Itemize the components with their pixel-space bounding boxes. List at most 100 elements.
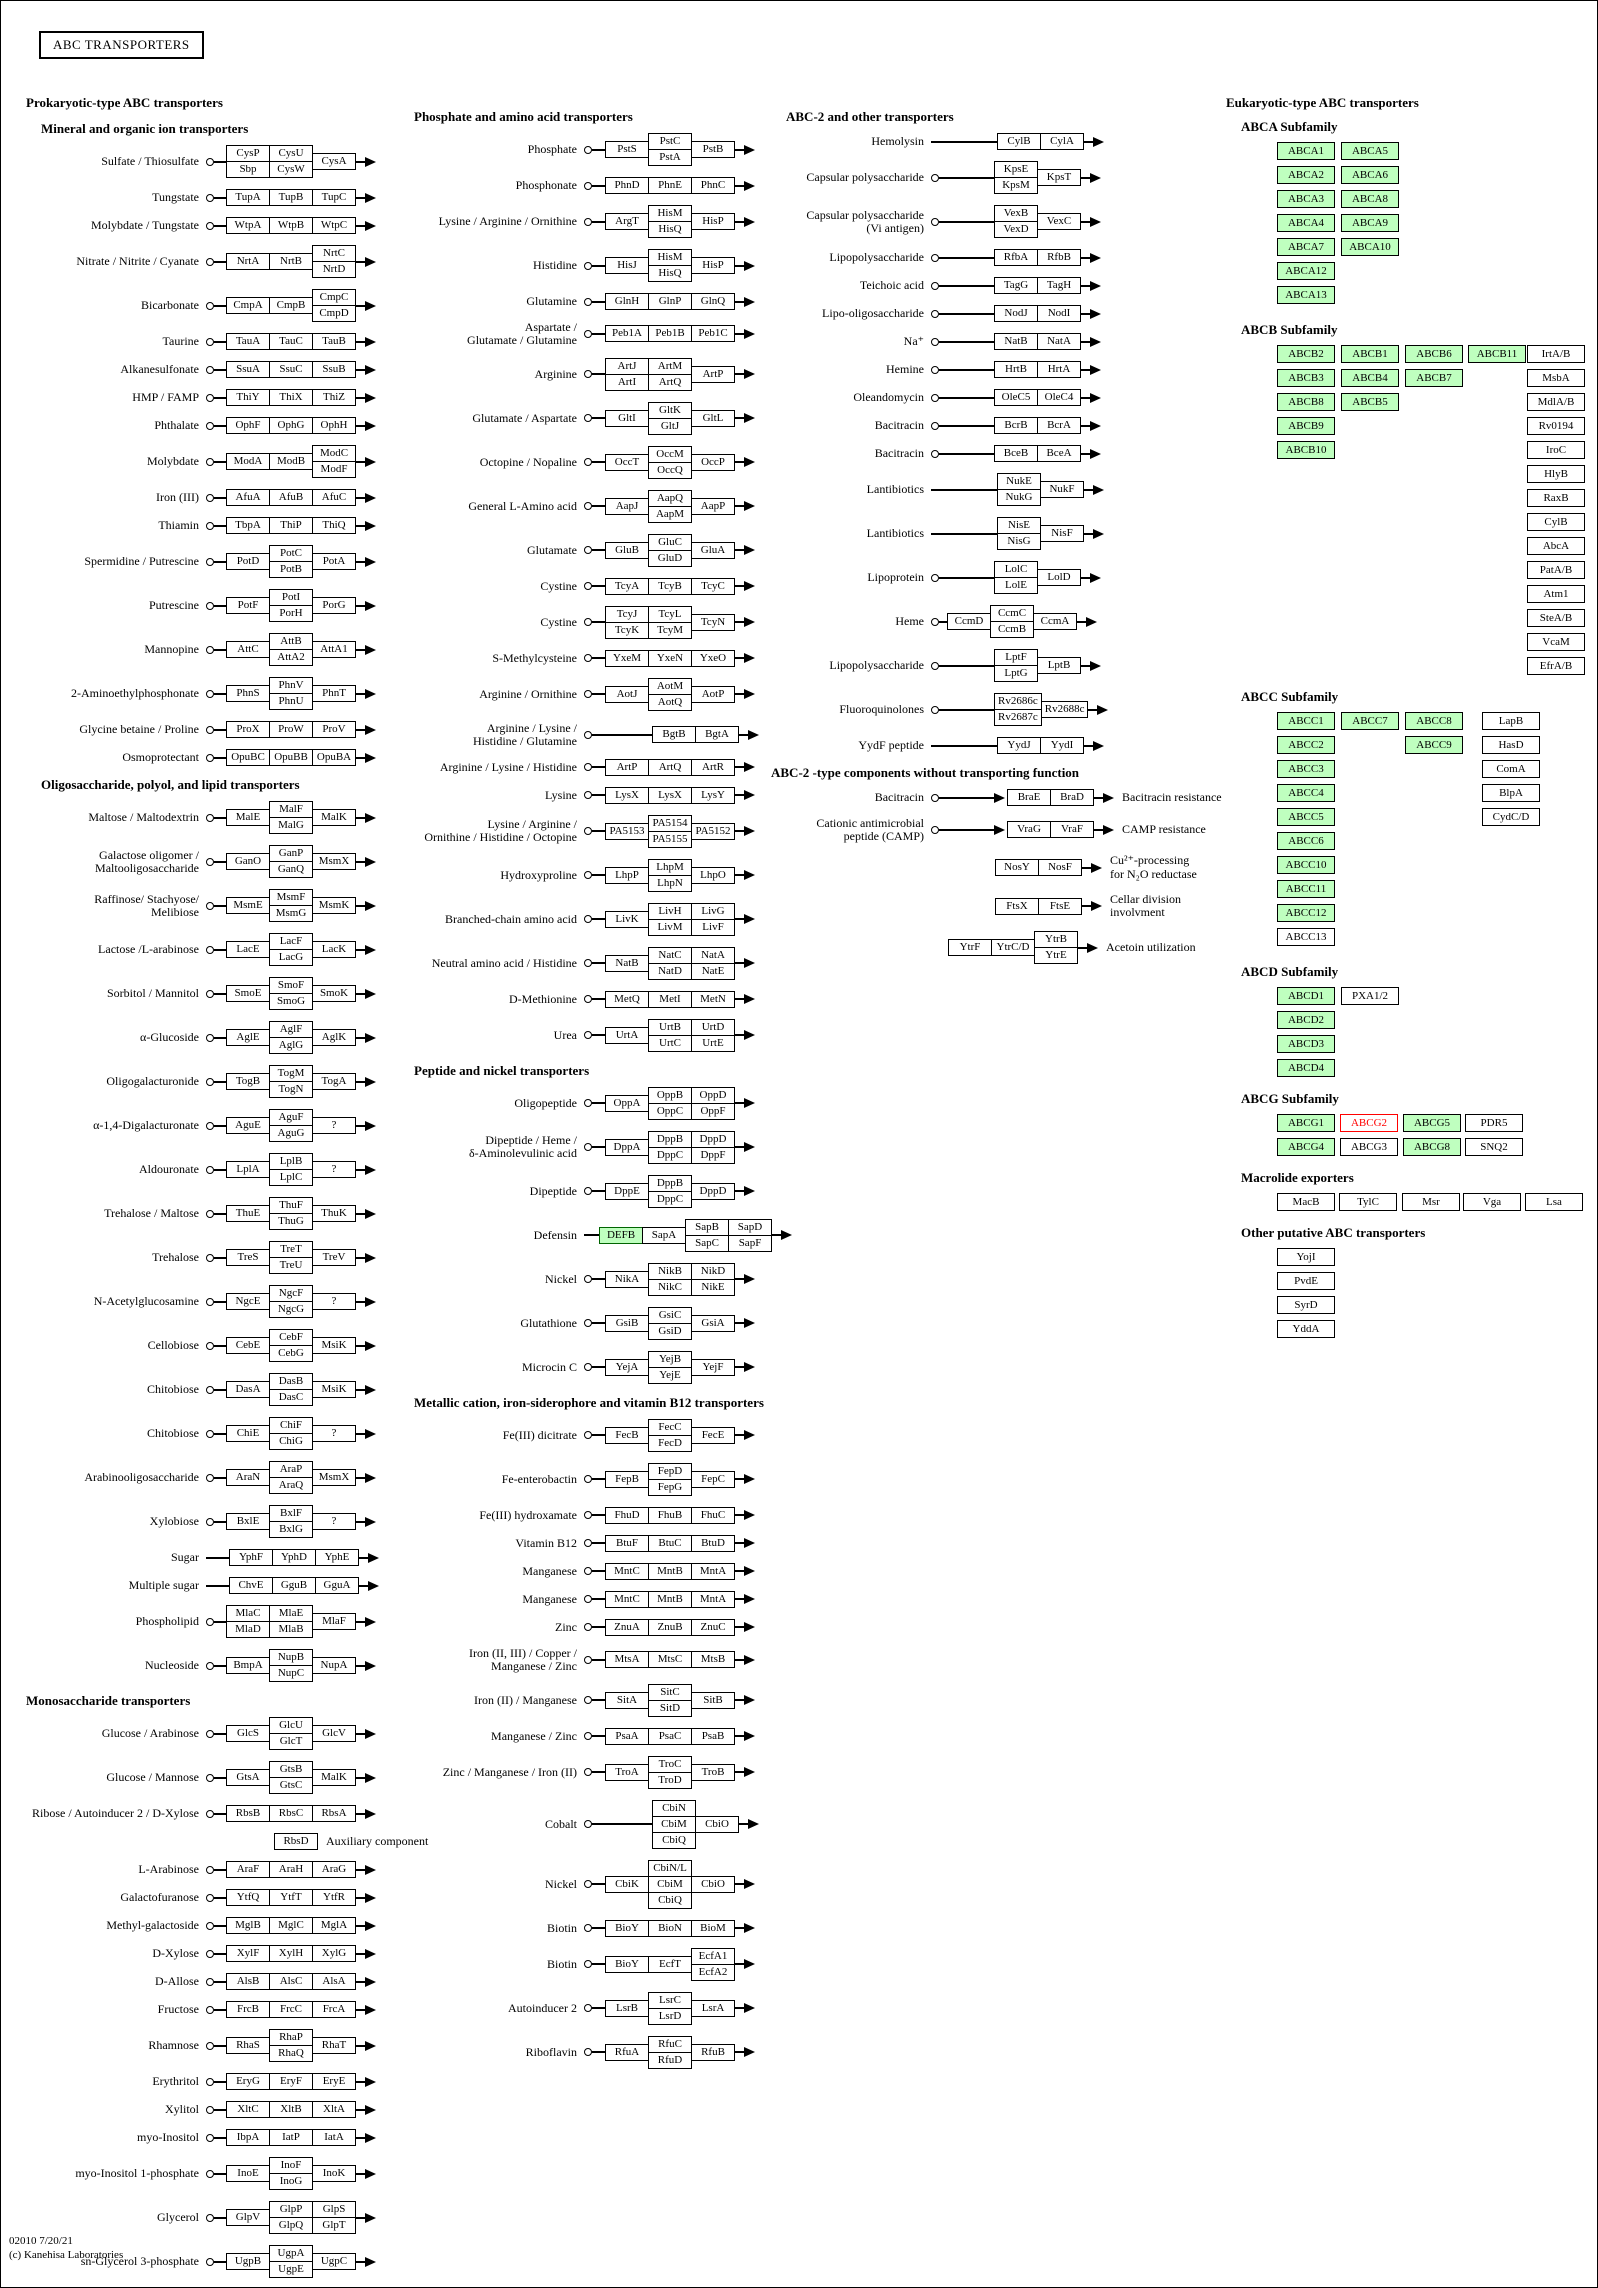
gene-box[interactable]: XylH bbox=[269, 1945, 313, 1962]
gene-box[interactable]: ChiG bbox=[269, 1433, 313, 1450]
gene-box[interactable]: PstC bbox=[648, 133, 692, 150]
gene-box[interactable]: ABCC5 bbox=[1277, 808, 1335, 826]
gene-box[interactable]: AlsC bbox=[269, 1973, 313, 1990]
gene-box[interactable]: RfuD bbox=[648, 2051, 692, 2069]
gene-box[interactable]: GluB bbox=[605, 541, 649, 559]
gene-box[interactable]: SteA/B bbox=[1527, 609, 1585, 627]
gene-box[interactable]: ArtP bbox=[691, 365, 735, 383]
gene-box[interactable]: ArgT bbox=[605, 213, 649, 230]
gene-box[interactable]: OppB bbox=[648, 1086, 692, 1104]
gene-box[interactable]: ChvE bbox=[229, 1577, 273, 1594]
gene-box[interactable]: InoF bbox=[269, 2157, 313, 2174]
gene-box[interactable]: ArtR bbox=[691, 758, 735, 776]
gene-box[interactable]: ABCB11 bbox=[1468, 345, 1526, 363]
gene-box[interactable]: TauC bbox=[269, 333, 313, 350]
gene-box[interactable]: CysA bbox=[312, 153, 356, 170]
gene-box[interactable]: OppD bbox=[691, 1086, 735, 1104]
gene-box[interactable]: YxeM bbox=[605, 649, 649, 667]
gene-box[interactable]: GsiA bbox=[691, 1314, 735, 1332]
gene-box[interactable]: DppE bbox=[605, 1182, 649, 1200]
gene-box[interactable]: ArtM bbox=[648, 357, 692, 375]
gene-box[interactable]: ABCC7 bbox=[1341, 712, 1399, 730]
gene-box[interactable]: GtsC bbox=[269, 1777, 313, 1794]
gene-box[interactable]: GlcS bbox=[226, 1725, 270, 1742]
gene-box[interactable]: LapB bbox=[1482, 712, 1540, 730]
gene-box[interactable]: InoE bbox=[226, 2165, 270, 2182]
gene-box[interactable]: MsmE bbox=[226, 897, 270, 914]
gene-box[interactable]: YydI bbox=[1040, 737, 1084, 754]
gene-box[interactable]: OppF bbox=[691, 1102, 735, 1120]
gene-box[interactable]: HisJ bbox=[605, 257, 649, 274]
gene-box[interactable]: OleC4 bbox=[1037, 389, 1081, 406]
gene-box[interactable]: AglG bbox=[269, 1037, 313, 1054]
gene-box[interactable]: OpuBB bbox=[269, 749, 313, 766]
gene-box[interactable]: NisG bbox=[997, 533, 1041, 550]
gene-box[interactable]: XltC bbox=[226, 2101, 270, 2118]
gene-box[interactable]: VexC bbox=[1037, 213, 1081, 230]
gene-box[interactable]: GluA bbox=[691, 541, 735, 559]
gene-box[interactable]: NatE bbox=[691, 962, 735, 980]
gene-box[interactable]: ABCD2 bbox=[1277, 1011, 1335, 1029]
gene-box[interactable]: SmoF bbox=[269, 977, 313, 994]
gene-box[interactable]: VexB bbox=[994, 205, 1038, 222]
gene-box[interactable]: CbiQ bbox=[652, 1831, 696, 1849]
gene-box[interactable]: CmpC bbox=[312, 289, 356, 306]
gene-box[interactable]: LsrA bbox=[691, 1999, 735, 2017]
gene-box[interactable]: GlcV bbox=[312, 1725, 356, 1742]
gene-box[interactable]: SsuB bbox=[312, 361, 356, 378]
gene-box[interactable]: NodJ bbox=[994, 305, 1038, 322]
gene-box[interactable]: OphF bbox=[226, 417, 270, 434]
gene-box[interactable]: SitA bbox=[605, 1691, 649, 1709]
gene-box[interactable]: PhnT bbox=[312, 685, 356, 702]
gene-box[interactable]: AguE bbox=[226, 1117, 270, 1134]
gene-box[interactable]: YtfQ bbox=[226, 1889, 270, 1906]
gene-box[interactable]: DasA bbox=[226, 1381, 270, 1398]
gene-box[interactable]: AglF bbox=[269, 1021, 313, 1038]
gene-box[interactable]: KpsE bbox=[994, 161, 1038, 178]
gene-box[interactable]: MlaB bbox=[269, 1621, 313, 1638]
gene-box[interactable]: NisE bbox=[997, 517, 1041, 534]
gene-box[interactable]: BlpA bbox=[1482, 784, 1540, 802]
gene-box[interactable]: TreS bbox=[226, 1249, 270, 1266]
gene-box[interactable]: FhuB bbox=[648, 1506, 692, 1524]
gene-box[interactable]: LivM bbox=[648, 918, 692, 936]
gene-box[interactable]: TcyB bbox=[648, 577, 692, 595]
gene-box[interactable]: MntC bbox=[605, 1562, 649, 1580]
gene-box[interactable]: LacF bbox=[269, 933, 313, 950]
gene-box[interactable]: VexD bbox=[994, 221, 1038, 238]
gene-box[interactable]: AraF bbox=[226, 1861, 270, 1878]
gene-box[interactable]: YtrB bbox=[1034, 931, 1078, 949]
gene-box[interactable]: ZnuB bbox=[648, 1618, 692, 1636]
gene-box[interactable]: CcmC bbox=[990, 605, 1034, 622]
gene-box[interactable]: DppD bbox=[691, 1130, 735, 1148]
gene-box[interactable]: ProV bbox=[312, 721, 356, 738]
gene-box[interactable]: PotF bbox=[226, 597, 270, 614]
gene-box[interactable]: PotI bbox=[269, 589, 313, 606]
gene-box[interactable]: PatA/B bbox=[1527, 561, 1585, 579]
gene-box[interactable]: FrcB bbox=[226, 2001, 270, 2018]
gene-box[interactable]: TupA bbox=[226, 189, 270, 206]
gene-box[interactable]: DppB bbox=[648, 1130, 692, 1148]
gene-box[interactable]: CbiN/L bbox=[648, 1859, 692, 1877]
gene-box[interactable]: ABCB1 bbox=[1341, 345, 1399, 363]
gene-box[interactable]: UrtE bbox=[691, 1034, 735, 1052]
gene-box[interactable]: ABCA9 bbox=[1341, 214, 1399, 232]
gene-box[interactable]: LhpO bbox=[691, 866, 735, 884]
gene-box[interactable]: SapF bbox=[728, 1234, 772, 1252]
gene-box[interactable]: ABCA4 bbox=[1277, 214, 1335, 232]
gene-box[interactable]: NikD bbox=[691, 1262, 735, 1280]
gene-box[interactable]: ABCC9 bbox=[1405, 736, 1463, 754]
gene-box[interactable]: ThiP bbox=[269, 517, 313, 534]
gene-box[interactable]: LivG bbox=[691, 902, 735, 920]
gene-box[interactable]: NatC bbox=[648, 946, 692, 964]
gene-box[interactable]: MsmK bbox=[312, 897, 356, 914]
gene-box[interactable]: UrtC bbox=[648, 1034, 692, 1052]
gene-box[interactable]: ABCB9 bbox=[1277, 417, 1335, 435]
gene-box[interactable]: ComA bbox=[1482, 760, 1540, 778]
gene-box[interactable]: GanP bbox=[269, 845, 313, 862]
gene-box[interactable]: TogA bbox=[312, 1073, 356, 1090]
gene-box[interactable]: ABCC12 bbox=[1277, 904, 1335, 922]
gene-box[interactable]: BioN bbox=[648, 1919, 692, 1937]
gene-box[interactable]: NosY bbox=[995, 859, 1039, 877]
gene-box[interactable]: OccT bbox=[605, 453, 649, 471]
